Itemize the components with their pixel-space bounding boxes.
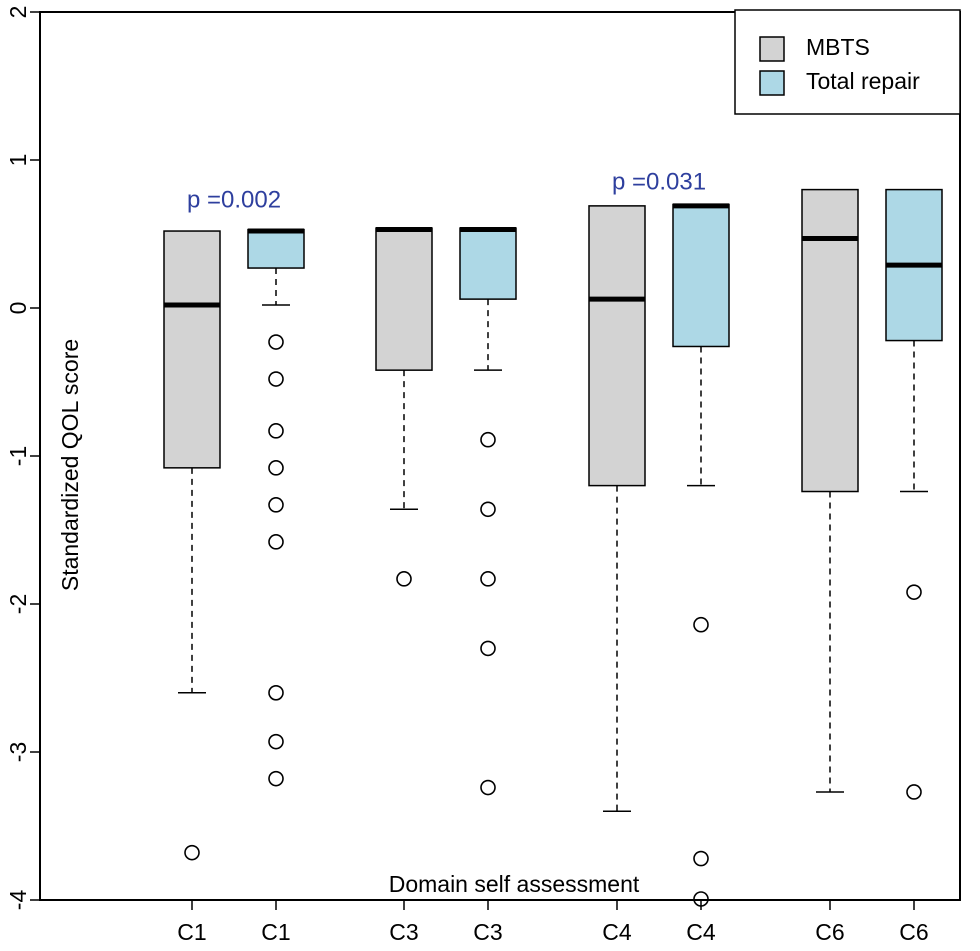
x-tick-label: C6 bbox=[815, 919, 844, 945]
outlier-point bbox=[268, 423, 284, 439]
y-axis-label: Standardized QOL score bbox=[57, 339, 83, 591]
outlier-point bbox=[268, 684, 284, 701]
outlier-point bbox=[480, 779, 496, 796]
outlier-point bbox=[268, 460, 284, 476]
outlier-point bbox=[268, 534, 284, 550]
outlier-point bbox=[396, 571, 412, 587]
p-value-annotation: p =0.031 bbox=[612, 169, 706, 196]
box-c1-mbts bbox=[163, 230, 221, 469]
y-tick-label: -3 bbox=[5, 742, 31, 762]
box-c1-total-repair bbox=[247, 228, 305, 269]
x-tick-label: C1 bbox=[177, 919, 206, 945]
y-tick-label: -4 bbox=[5, 890, 31, 911]
outlier-point bbox=[693, 850, 709, 867]
y-tick-label: 2 bbox=[5, 6, 31, 19]
legend-box bbox=[734, 9, 961, 115]
outlier-point bbox=[268, 371, 284, 387]
outlier-point bbox=[480, 431, 496, 448]
box-c6-mbts bbox=[801, 188, 859, 493]
outlier-point bbox=[184, 844, 200, 861]
y-tick-label: 1 bbox=[5, 154, 31, 167]
outlier-point bbox=[480, 571, 496, 587]
x-tick-label: C4 bbox=[686, 919, 716, 945]
y-tick-label: -1 bbox=[5, 446, 31, 466]
y-tick-label: 0 bbox=[5, 302, 31, 315]
x-tick-label: C3 bbox=[389, 919, 418, 945]
x-axis-label: Domain self assessment bbox=[389, 871, 640, 897]
legend: MBTS Total repair bbox=[734, 9, 961, 115]
legend-label-mbts: MBTS bbox=[806, 34, 870, 60]
legend-label-total-repair: Total repair bbox=[806, 68, 920, 94]
box-c3-total-repair bbox=[459, 227, 517, 300]
outlier-point bbox=[906, 784, 922, 800]
legend-swatch-total-repair bbox=[759, 70, 785, 96]
x-tick-label: C3 bbox=[473, 919, 502, 945]
box-c3-mbts bbox=[375, 227, 433, 371]
outlier-point bbox=[268, 497, 284, 513]
box-c4-total-repair bbox=[672, 203, 730, 348]
x-tick-label: C4 bbox=[602, 919, 632, 945]
p-value-annotation: p =0.002 bbox=[187, 186, 281, 213]
outlier-point bbox=[268, 334, 284, 350]
outlier-point bbox=[268, 770, 284, 787]
y-tick-label: -2 bbox=[5, 594, 31, 614]
outlier-point bbox=[480, 640, 496, 657]
outlier-point bbox=[906, 584, 922, 600]
x-tick-label: C6 bbox=[899, 919, 928, 945]
outlier-point bbox=[268, 733, 284, 750]
outlier-point bbox=[693, 891, 709, 907]
box-c4-mbts bbox=[588, 205, 646, 487]
outlier-point bbox=[480, 501, 496, 518]
legend-swatch-mbts bbox=[759, 36, 785, 62]
outlier-point bbox=[693, 616, 709, 633]
x-tick-label: C1 bbox=[261, 919, 290, 945]
